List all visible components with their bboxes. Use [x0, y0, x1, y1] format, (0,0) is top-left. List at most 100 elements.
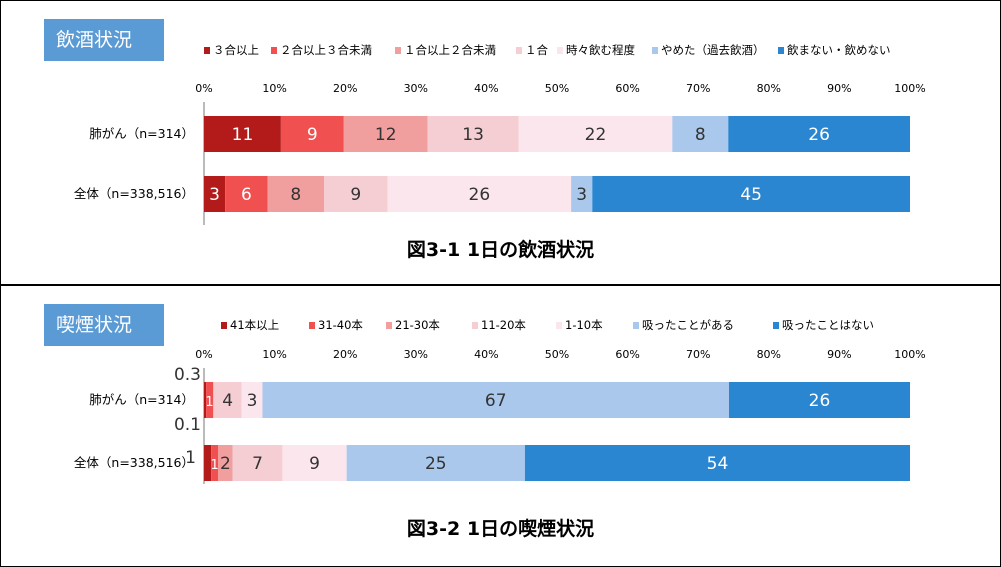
legend-swatch [221, 322, 227, 329]
bar-segment [672, 116, 729, 152]
data-label: 26 [469, 185, 491, 205]
bar-segment [282, 445, 347, 481]
data-label: 54 [707, 454, 729, 474]
data-label: 25 [425, 454, 447, 474]
bar-segment [232, 445, 283, 481]
x-tick-label: 80% [757, 348, 781, 361]
bar-segment [387, 176, 572, 212]
x-tick-label: 40% [474, 82, 498, 95]
data-label-outside: 0.3 [174, 365, 201, 385]
bar-segment [267, 176, 325, 212]
bar-segment [211, 445, 219, 481]
x-tick-label: 50% [545, 82, 569, 95]
data-label: 8 [290, 185, 301, 205]
x-tick-label: 90% [827, 348, 851, 361]
bar-segment [213, 382, 242, 418]
legend-label: ２合以上３合未満 [280, 43, 372, 57]
data-label: 13 [462, 125, 484, 145]
x-tick-label: 20% [333, 348, 357, 361]
bar-segment [427, 116, 519, 152]
data-label: 4 [222, 391, 233, 411]
data-label: 9 [350, 185, 361, 205]
x-tick-label: 20% [333, 82, 357, 95]
x-tick-label: 100% [894, 348, 925, 361]
data-label: 8 [695, 125, 706, 145]
legend-label: 31-40本 [318, 318, 363, 332]
bar-segment [343, 116, 428, 152]
x-tick-label: 10% [262, 82, 286, 95]
data-label: 67 [485, 391, 507, 411]
bar-segment [213, 382, 214, 418]
bar-segment [204, 176, 226, 212]
bar-segment [518, 116, 673, 152]
data-label: 6 [241, 185, 252, 205]
data-label: 26 [808, 125, 830, 145]
data-label: 3 [247, 391, 258, 411]
x-tick-label: 10% [262, 348, 286, 361]
bar-segment [524, 445, 910, 481]
legend-label: １合 [525, 43, 548, 57]
bar-segment [262, 382, 729, 418]
chart-tag: 喫煙状況 [44, 304, 164, 346]
legend-swatch [472, 322, 478, 329]
x-tick-label: 70% [686, 82, 710, 95]
bar-segment [206, 382, 214, 418]
legend-swatch [516, 47, 522, 54]
bar-segment [204, 445, 212, 481]
x-tick-label: 90% [827, 82, 851, 95]
data-label: 45 [740, 185, 762, 205]
data-label: 1 [211, 458, 219, 473]
legend-swatch [652, 47, 658, 54]
x-tick-label: 80% [757, 82, 781, 95]
legend-label: 時々飲む程度 [566, 43, 635, 57]
legend-swatch [271, 47, 277, 54]
legend-swatch [778, 47, 784, 54]
legend-swatch [557, 47, 563, 54]
x-tick-label: 40% [474, 348, 498, 361]
legend-swatch [386, 322, 392, 329]
data-label-outside: 1 [185, 448, 196, 468]
x-tick-label: 60% [615, 82, 639, 95]
bar-segment [204, 382, 207, 418]
chart-caption: 図3-1 1日の飲酒状況 [406, 239, 595, 261]
legend-swatch [773, 322, 779, 329]
x-tick-label: 30% [404, 348, 428, 361]
category-label: 全体（n=338,516） [74, 455, 194, 470]
data-label: 11 [232, 125, 254, 145]
data-label: 9 [307, 125, 318, 145]
bar-segment [346, 445, 525, 481]
chart-tag: 飲酒状況 [44, 19, 164, 61]
bar-segment [728, 116, 910, 152]
data-label: 22 [585, 125, 607, 145]
category-label: 肺がん（n=314） [89, 126, 194, 141]
legend-label: やめた（過去飲酒） [661, 43, 765, 57]
bar-segment [728, 382, 910, 418]
legend-label: 吸ったことはない [782, 318, 874, 332]
bar-segment [592, 176, 910, 212]
legend-label: 41本以上 [230, 318, 279, 332]
legend-label: ３合以上 [213, 43, 259, 57]
legend-label: １合以上２合未満 [404, 43, 496, 57]
data-label: 12 [375, 125, 397, 145]
data-label: 9 [309, 454, 320, 474]
bar-segment [204, 116, 281, 152]
data-label: 1 [205, 395, 213, 410]
legend-label: 11-20本 [481, 318, 526, 332]
bar-segment [218, 445, 233, 481]
legend-swatch [556, 322, 562, 329]
bar-segment [225, 176, 268, 212]
legend-label: 21-30本 [395, 318, 440, 332]
chart-caption: 図3-2 1日の喫煙状況 [406, 518, 595, 540]
data-label: 7 [252, 454, 263, 474]
x-tick-label: 100% [894, 82, 925, 95]
legend-label: 1-10本 [565, 318, 603, 332]
x-tick-label: 0% [195, 348, 212, 361]
legend-swatch [633, 322, 639, 329]
data-label-outside: 0.1 [174, 415, 201, 435]
legend-label: 吸ったことがある [642, 318, 734, 332]
data-label: 26 [809, 391, 831, 411]
bar-segment [280, 116, 344, 152]
legend-swatch [395, 47, 401, 54]
bar-segment [324, 176, 388, 212]
